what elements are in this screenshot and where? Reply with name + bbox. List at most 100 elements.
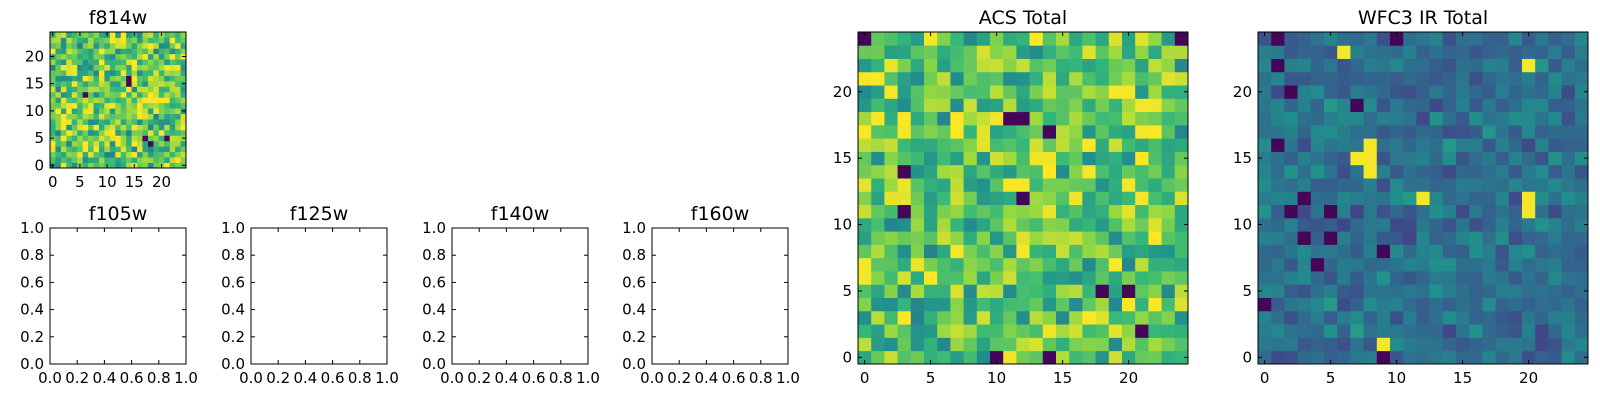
heatmap-cell	[1456, 164, 1470, 179]
heatmap-cell	[104, 48, 111, 55]
heatmap-cell	[1029, 244, 1044, 259]
heatmap-cell	[71, 102, 78, 109]
heatmap-cell	[50, 146, 56, 153]
heatmap-cell	[871, 257, 885, 272]
heatmap-cell	[66, 64, 73, 71]
heatmap-cell	[71, 86, 78, 93]
heatmap-cell	[126, 80, 132, 87]
heatmap-cell	[158, 86, 165, 93]
heatmap-cell	[126, 32, 132, 38]
heatmap-cell	[1122, 71, 1136, 86]
heatmap-cell	[153, 59, 160, 66]
heatmap-cell	[1095, 191, 1110, 206]
heatmap-cell	[131, 151, 138, 158]
heatmap-cell	[871, 337, 885, 352]
heatmap-cell	[1029, 138, 1044, 152]
heatmap-cell	[871, 151, 885, 166]
heatmap-cell	[1271, 350, 1285, 365]
heatmap-cell	[897, 310, 912, 325]
heatmap-cell	[98, 75, 105, 82]
heatmap-cell	[1337, 111, 1351, 126]
heatmap-cell	[1016, 151, 1030, 166]
heatmap-cell	[1297, 124, 1312, 139]
heatmap-cell	[1003, 191, 1017, 206]
heatmap-cell	[1029, 151, 1044, 166]
heatmap-cell	[147, 151, 154, 158]
heatmap-cell	[1042, 71, 1057, 86]
heatmap-cell	[1122, 32, 1136, 46]
heatmap-cell	[1069, 85, 1083, 99]
heatmap-cell	[158, 113, 165, 120]
heatmap-cell	[937, 350, 951, 365]
heatmap-cell	[147, 97, 154, 104]
heatmap-cell	[858, 324, 872, 338]
heatmap-cell	[1350, 191, 1364, 206]
heatmap-cell	[1310, 98, 1325, 113]
heatmap-cell	[1363, 71, 1378, 86]
heatmap-cell	[1297, 337, 1312, 352]
heatmap-cell	[1042, 231, 1057, 245]
heatmap-cell	[1095, 111, 1110, 126]
heatmap-cell	[169, 37, 176, 44]
heatmap-cell	[937, 71, 951, 86]
heatmap-cell	[153, 70, 160, 76]
heatmap-cell	[60, 108, 67, 114]
heatmap-cell	[937, 257, 951, 272]
heatmap-cell	[1284, 98, 1298, 113]
heatmap-cell	[1363, 124, 1378, 139]
heatmap-cell	[897, 178, 912, 192]
heatmap-cell	[1337, 164, 1351, 179]
heatmap-cell	[897, 32, 912, 46]
heatmap-cell	[910, 204, 925, 219]
heatmap-cell	[109, 151, 116, 158]
heatmap-cell	[937, 231, 951, 245]
heatmap-cell	[1161, 85, 1176, 99]
heatmap-cell	[1108, 284, 1123, 298]
heatmap-cell	[1135, 178, 1149, 192]
heatmap-cell	[1508, 178, 1523, 192]
heatmap-cell	[1495, 324, 1510, 338]
heatmap-cell	[1095, 85, 1110, 99]
heatmap-cell	[1082, 297, 1096, 312]
heatmap-cell	[1095, 98, 1110, 113]
heatmap-cell	[924, 32, 938, 46]
heatmap-cell	[1095, 257, 1110, 272]
heatmap-cell	[1456, 58, 1470, 73]
heatmap-cell	[1271, 297, 1285, 312]
heatmap-cell	[175, 91, 181, 98]
heatmap-cell	[910, 244, 925, 259]
heatmap-cell	[1416, 310, 1430, 325]
heatmap-cell	[1122, 164, 1136, 179]
heatmap-cell	[1574, 111, 1589, 126]
heatmap-cell	[1297, 138, 1312, 152]
heatmap-cell	[1403, 257, 1417, 272]
heatmap-cell	[1174, 204, 1189, 219]
heatmap-cell	[950, 32, 964, 46]
heatmap-cell	[1350, 231, 1364, 245]
heatmap-cell	[164, 129, 171, 136]
heatmap-cell	[1535, 284, 1549, 298]
heatmap-cell	[137, 37, 143, 44]
heatmap-cell	[963, 310, 978, 325]
heatmap-cell	[1495, 204, 1510, 219]
heatmap-cell	[1429, 85, 1444, 99]
heatmap-cell	[871, 244, 885, 259]
heatmap-cell	[1482, 178, 1496, 192]
heatmap-cell	[164, 75, 171, 82]
y-tick-label: 1.0	[622, 219, 646, 237]
heatmap-cell	[104, 113, 111, 120]
heatmap-cell	[1069, 324, 1083, 338]
heatmap-cell	[147, 124, 154, 131]
heatmap-cell	[1403, 32, 1417, 46]
heatmap-cell	[1535, 178, 1549, 192]
heatmap-cell	[1310, 297, 1325, 312]
heatmap-cell	[1108, 271, 1123, 285]
heatmap-cell	[1535, 204, 1549, 219]
heatmap-cell	[1416, 98, 1430, 113]
heatmap-cell	[66, 151, 73, 158]
heatmap-cell	[169, 135, 176, 142]
heatmap-cell	[1390, 337, 1404, 352]
heatmap-cell	[950, 58, 964, 73]
heatmap-cell	[1148, 350, 1162, 365]
heatmap-cell	[1297, 85, 1312, 99]
